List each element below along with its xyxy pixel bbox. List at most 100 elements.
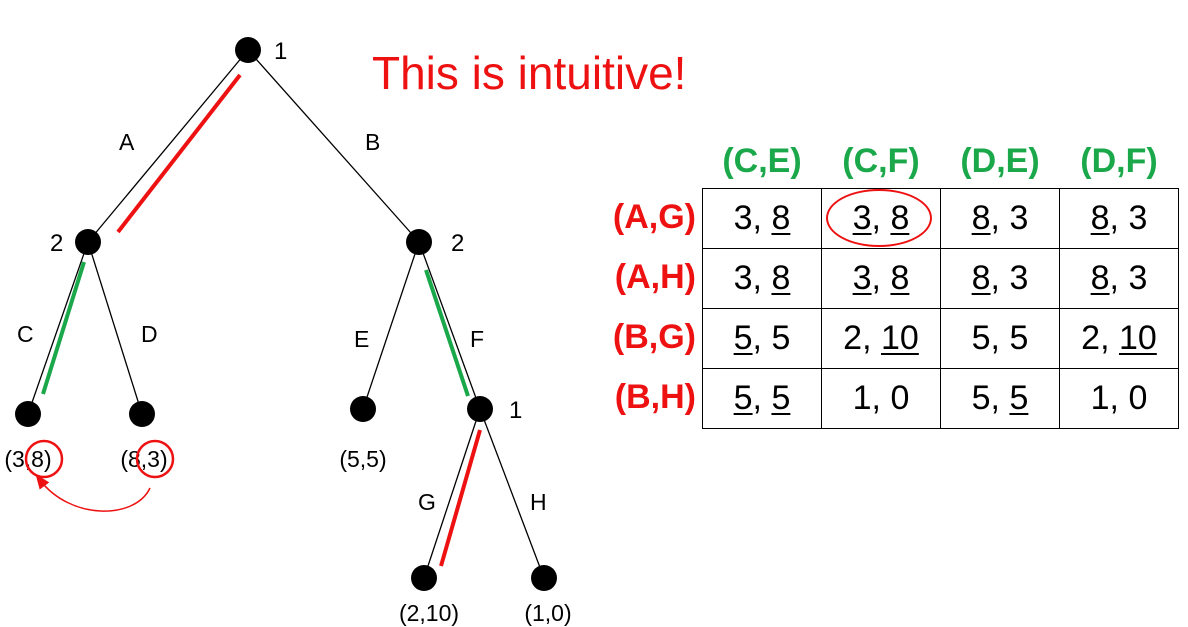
- payoff-lr: (8,3): [120, 446, 167, 472]
- payoff-player2: 8: [771, 199, 791, 237]
- highlight-C: [41, 261, 86, 395]
- highlight-G: [439, 429, 482, 567]
- edge-label-H: H: [530, 489, 547, 515]
- highlight-A: [116, 73, 242, 234]
- edge-label-D: D: [141, 321, 158, 347]
- payoff-h: (1,0): [524, 600, 571, 626]
- node-left: [75, 229, 101, 255]
- edge-H: [479, 408, 545, 579]
- edge-label-B: B: [365, 129, 380, 155]
- leaf-g: [411, 565, 437, 591]
- player-right: 2: [451, 230, 464, 257]
- column-header: (C,E): [722, 142, 802, 180]
- matrix-row: 3, 8 3, 8 8, 3 8, 3: [702, 248, 1179, 309]
- payoff-player1: 3: [733, 259, 753, 297]
- slide-title: This is intuitive!: [372, 47, 687, 99]
- payoff-player2: 8: [890, 259, 910, 297]
- column-header: (C,F): [842, 142, 920, 180]
- matrix-cell: 5, 5: [702, 308, 822, 369]
- edge-F: [418, 241, 481, 410]
- edge-A: [87, 49, 249, 243]
- leaf-h: [531, 565, 557, 591]
- payoff-player2: 3: [1009, 259, 1029, 297]
- payoff-player1: 8: [1090, 259, 1110, 297]
- matrix-cell: 1, 0: [821, 368, 941, 429]
- matrix-cell: 3, 8: [702, 248, 822, 309]
- payoff-matrix: 3, 8 3, 8 8, 3 8, 3 3, 8 3, 8 8, 3 8, 3 5, 5 2, 1…: [702, 188, 1179, 429]
- highlight-F: [424, 269, 470, 397]
- payoff-player2: 0: [1128, 379, 1148, 417]
- edge-label-F: F: [470, 326, 484, 352]
- matrix-cell: 1, 0: [1059, 368, 1179, 429]
- payoff-player1: 5: [733, 379, 753, 417]
- edge-label-G: G: [418, 489, 436, 515]
- edge-label-A: A: [119, 129, 135, 155]
- payoff-player2: 5: [1009, 379, 1029, 417]
- edge-C: [27, 241, 89, 415]
- edge-label-C: C: [17, 321, 34, 347]
- player-f: 1: [509, 397, 522, 424]
- matrix-cell: 8, 3: [1059, 188, 1179, 249]
- payoff-player1: 3: [733, 199, 753, 237]
- node-f: [467, 396, 493, 422]
- matrix-cell: 8, 3: [940, 248, 1060, 309]
- matrix-cell: 8, 3: [940, 188, 1060, 249]
- game-tree: 1 2 2 1 A B C D E F G H (3,8) (8,3) (5,5…: [4, 37, 572, 626]
- payoff-player1: 1: [852, 379, 872, 417]
- payoff-player2: 5: [771, 319, 791, 357]
- matrix-row: 3, 8 3, 8 8, 3 8, 3: [702, 188, 1179, 249]
- player-left: 2: [50, 230, 63, 257]
- matrix-cell: 2, 10: [821, 308, 941, 369]
- edge-B: [247, 49, 420, 243]
- row-header: (B,G): [612, 318, 696, 356]
- row-header: (A,H): [614, 258, 696, 296]
- leaf-lr: [129, 401, 155, 427]
- edge-E: [362, 241, 420, 410]
- payoff-player1: 2: [843, 319, 863, 357]
- player-root: 1: [274, 38, 287, 65]
- edge-G: [423, 408, 481, 579]
- leaf-re: [350, 396, 376, 422]
- payoff-player1: 8: [1090, 199, 1110, 237]
- payoff-player2: 0: [890, 379, 910, 417]
- payoff-player1: 5: [971, 319, 991, 357]
- compare-arrow: [35, 474, 151, 512]
- payoff-player2: 3: [1128, 259, 1148, 297]
- leaf-ll: [15, 401, 41, 427]
- matrix-cell: 5, 5: [940, 368, 1060, 429]
- circle-payoff-lr: [135, 439, 175, 479]
- column-header: (D,F): [1080, 142, 1158, 180]
- payoff-player1: 1: [1090, 379, 1110, 417]
- payoff-player1: 8: [971, 259, 991, 297]
- matrix-cell: 3, 8: [702, 188, 822, 249]
- matrix-row: 5, 5 2, 10 5, 5 2, 10: [702, 308, 1179, 369]
- node-root: [235, 37, 261, 63]
- payoff-player2: 3: [1009, 199, 1029, 237]
- matrix-row: 5, 5 1, 0 5, 5 1, 0: [702, 368, 1179, 429]
- payoff-player2: 5: [771, 379, 791, 417]
- payoff-player1: 5: [971, 379, 991, 417]
- payoff-g: (2,10): [399, 600, 459, 626]
- payoff-player1: 5: [733, 319, 753, 357]
- edge-label-E: E: [354, 326, 369, 352]
- matrix-cell: 5, 5: [702, 368, 822, 429]
- payoff-player1: 3: [852, 259, 872, 297]
- matrix-cell: 8, 3: [1059, 248, 1179, 309]
- payoff-player2: 10: [881, 319, 919, 357]
- edge-D: [87, 241, 143, 415]
- matrix-cell: 3, 8: [821, 248, 941, 309]
- payoff-player1: 2: [1081, 319, 1101, 357]
- matrix-cell: 2, 10: [1059, 308, 1179, 369]
- payoff-re: (5,5): [339, 446, 386, 472]
- payoff-player2: 5: [1009, 319, 1029, 357]
- column-header: (D,E): [960, 142, 1040, 180]
- node-right: [406, 229, 432, 255]
- payoff-player2: 3: [1128, 199, 1148, 237]
- row-header: (A,G): [612, 198, 696, 236]
- payoff-player2: 10: [1119, 319, 1157, 357]
- matrix-cell: 5, 5: [940, 308, 1060, 369]
- circle-highlighted-cell: [826, 189, 932, 247]
- payoff-player2: 8: [771, 259, 791, 297]
- payoff-player1: 8: [971, 199, 991, 237]
- row-header: (B,H): [614, 378, 696, 416]
